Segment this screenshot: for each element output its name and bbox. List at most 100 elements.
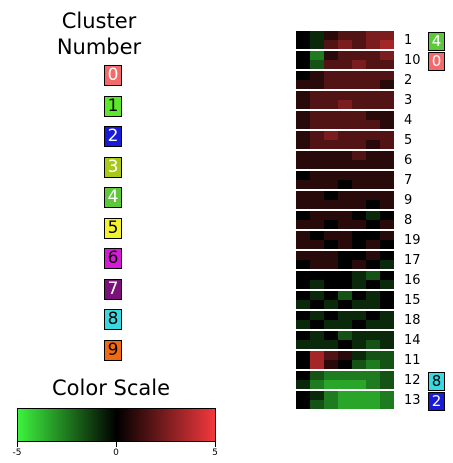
heatmap-cell <box>380 400 394 409</box>
heatmap-cell <box>380 211 394 220</box>
heatmap-cell <box>310 191 324 200</box>
heatmap-cell <box>380 51 394 60</box>
heatmap-cell <box>310 391 324 400</box>
heatmap-cell <box>380 151 394 160</box>
heatmap-cell <box>324 31 338 40</box>
heatmap-cell <box>366 400 380 409</box>
row-label-13: 13 <box>404 393 421 408</box>
heatmap-cell <box>380 340 394 349</box>
heatmap-cell <box>324 291 338 300</box>
heatmap-cell <box>366 151 380 160</box>
heatmap-cell <box>366 140 380 149</box>
heatmap-cell <box>352 91 366 100</box>
heatmap-cell <box>366 160 380 169</box>
row-label-3: 3 <box>404 93 413 108</box>
heatmap-cell <box>296 231 310 240</box>
heatmap-cell <box>310 311 324 320</box>
heatmap-cell <box>296 120 310 129</box>
heatmap-cell <box>296 271 310 280</box>
heatmap-cell <box>296 200 310 209</box>
color-scale-tick-max <box>215 441 216 447</box>
heatmap-cell <box>324 340 338 349</box>
heatmap-cell <box>352 260 366 269</box>
heatmap-cell <box>310 180 324 189</box>
heatmap-cell <box>324 351 338 360</box>
heatmap-cell <box>310 151 324 160</box>
heatmap-cell <box>338 40 352 49</box>
heatmap-cell <box>352 171 366 180</box>
heatmap-cell <box>338 200 352 209</box>
heatmap-cell <box>366 111 380 120</box>
heatmap-cell <box>310 60 324 69</box>
heatmap-cell <box>380 380 394 389</box>
heatmap-cell <box>366 200 380 209</box>
row-label-5: 5 <box>404 133 413 148</box>
row-label-14: 14 <box>404 333 421 348</box>
heatmap-cell <box>310 71 324 80</box>
heatmap-cell <box>338 171 352 180</box>
row-cluster-badge-1: 4 <box>428 32 445 51</box>
heatmap-cell <box>324 240 338 249</box>
heatmap-cell <box>380 240 394 249</box>
heatmap-cell <box>366 191 380 200</box>
heatmap-cell <box>310 331 324 340</box>
heatmap-cell <box>366 231 380 240</box>
heatmap-cell <box>310 211 324 220</box>
heatmap-cell <box>380 180 394 189</box>
heatmap-cell <box>324 211 338 220</box>
heatmap-cell <box>352 191 366 200</box>
cluster-badge-1: 1 <box>104 95 122 117</box>
row-label-4: 4 <box>404 113 413 128</box>
heatmap-cell <box>310 140 324 149</box>
row-cluster-badge-12: 8 <box>428 372 445 391</box>
heatmap-cell <box>310 111 324 120</box>
heatmap-cell <box>352 60 366 69</box>
heatmap-cell <box>338 380 352 389</box>
heatmap-cell <box>310 260 324 269</box>
heatmap-cell <box>324 100 338 109</box>
heatmap-cell <box>296 351 310 360</box>
heatmap-cell <box>366 220 380 229</box>
heatmap-cell <box>296 40 310 49</box>
heatmap-cell <box>310 360 324 369</box>
heatmap-cell <box>310 251 324 260</box>
heatmap-cell <box>324 111 338 120</box>
heatmap-cell <box>380 80 394 89</box>
heatmap-cell <box>324 331 338 340</box>
heatmap-cell <box>380 371 394 380</box>
heatmap-cell <box>324 231 338 240</box>
heatmap-cell <box>380 260 394 269</box>
heatmap-cell <box>324 280 338 289</box>
heatmap-cell <box>338 300 352 309</box>
heatmap-cell <box>352 131 366 140</box>
heatmap-cell <box>296 60 310 69</box>
heatmap-cell <box>366 320 380 329</box>
heatmap-cell <box>380 111 394 120</box>
heatmap-cell <box>352 291 366 300</box>
heatmap-cell <box>324 131 338 140</box>
heatmap-cell <box>310 291 324 300</box>
heatmap-cell <box>352 100 366 109</box>
heatmap-cell <box>366 100 380 109</box>
heatmap-cell <box>310 371 324 380</box>
heatmap-cell <box>352 111 366 120</box>
row-label-9: 9 <box>404 193 413 208</box>
heatmap-cell <box>296 340 310 349</box>
heatmap-cell <box>338 140 352 149</box>
heatmap-cell <box>380 200 394 209</box>
cluster-badge-7: 7 <box>104 278 122 300</box>
heatmap-cell <box>324 391 338 400</box>
heatmap-cell <box>366 60 380 69</box>
heatmap-cell <box>324 380 338 389</box>
heatmap-cell <box>366 280 380 289</box>
heatmap-cell <box>380 360 394 369</box>
heatmap-cell <box>338 291 352 300</box>
heatmap-cell <box>296 140 310 149</box>
row-label-12: 12 <box>404 373 421 388</box>
heatmap-cell <box>338 280 352 289</box>
heatmap-cell <box>352 231 366 240</box>
heatmap-cell <box>366 251 380 260</box>
heatmap-cell <box>296 151 310 160</box>
heatmap-cell <box>310 300 324 309</box>
heatmap-cell <box>366 380 380 389</box>
